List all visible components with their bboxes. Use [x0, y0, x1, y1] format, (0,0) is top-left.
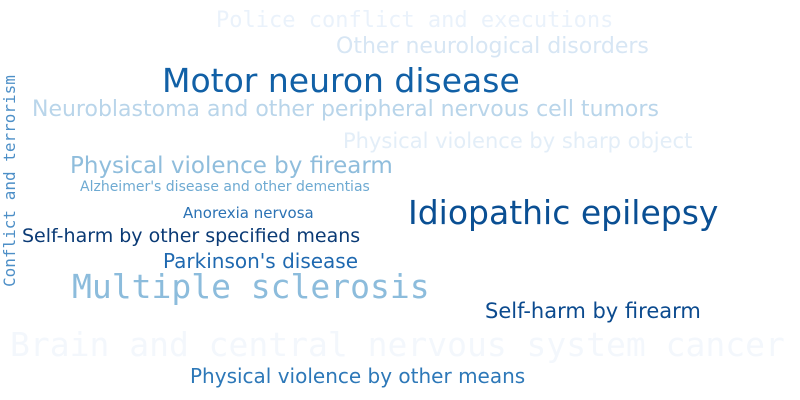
word-alzheimers-disease: Alzheimer's disease and other dementias: [80, 179, 370, 195]
word-parkinsons-disease: Parkinson's disease: [163, 249, 359, 273]
word-multiple-sclerosis: Multiple sclerosis: [72, 267, 430, 306]
word-anorexia-nervosa: Anorexia nervosa: [183, 204, 314, 222]
word-neuroblastoma: Neuroblastoma and other peripheral nervo…: [32, 97, 659, 122]
word-physical-violence-by-firearm: Physical violence by firearm: [70, 153, 393, 179]
word-police-conflict-and-executions: Police conflict and executions: [216, 8, 614, 33]
word-physical-violence-by-other-means: Physical violence by other means: [190, 364, 526, 388]
word-self-harm-by-other-specified-means: Self-harm by other specified means: [22, 225, 361, 247]
word-idiopathic-epilepsy: Idiopathic epilepsy: [408, 193, 719, 232]
word-self-harm-by-firearm: Self-harm by firearm: [485, 299, 701, 323]
word-brain-and-cns-cancer: Brain and central nervous system cancer: [10, 325, 785, 364]
word-other-neurological-disorders: Other neurological disorders: [336, 34, 649, 59]
word-conflict-and-terrorism: Conflict and terrorism: [0, 75, 19, 287]
word-physical-violence-by-sharp-object: Physical violence by sharp object: [343, 129, 693, 153]
word-motor-neuron-disease: Motor neuron disease: [162, 61, 520, 100]
